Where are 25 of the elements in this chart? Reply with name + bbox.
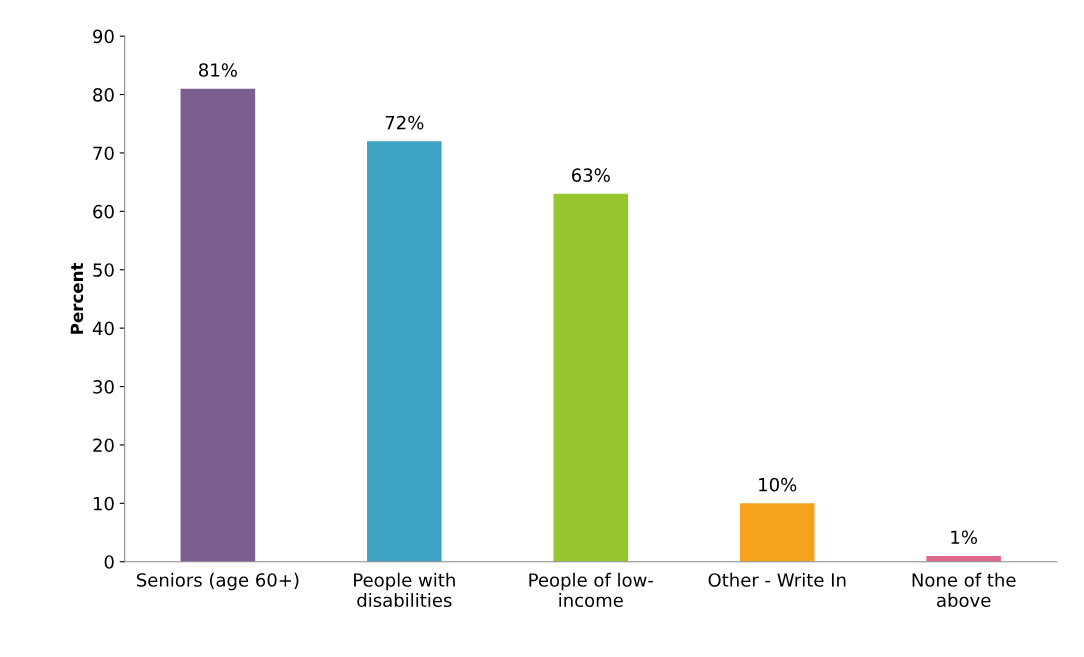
- y-tick-label: 80: [93, 87, 114, 102]
- y-tick-label: 20: [93, 438, 114, 453]
- data-label: 10%: [759, 477, 797, 492]
- y-tick-label: 60: [93, 204, 114, 219]
- y-tick-label: 40: [92, 321, 114, 336]
- bar: [553, 193, 629, 562]
- y-tick-label: 90: [93, 29, 114, 44]
- x-tick-label: People with disabilities: [354, 572, 455, 608]
- y-tick-label: 10: [93, 496, 114, 511]
- data-label: 81%: [199, 63, 237, 77]
- bar: [367, 141, 442, 562]
- x-tick-label: People of low- income: [529, 572, 653, 608]
- y-axis-title: Percent: [70, 262, 84, 334]
- data-label: 1%: [951, 530, 977, 545]
- data-label: 63%: [571, 168, 610, 182]
- x-tick-label: Other - Write In: [708, 572, 846, 587]
- bar: [739, 503, 815, 562]
- data-label: 72%: [385, 115, 424, 130]
- y-tick-label: 50: [93, 263, 114, 277]
- x-tick-label: None of the above: [912, 572, 1016, 608]
- x-tick-label: Seniors (age 60+): [136, 572, 299, 591]
- y-tick-label: 70: [93, 146, 114, 161]
- y-tick-label: 0: [104, 555, 114, 569]
- y-tick-label: 30: [93, 379, 114, 394]
- bar: [180, 88, 256, 562]
